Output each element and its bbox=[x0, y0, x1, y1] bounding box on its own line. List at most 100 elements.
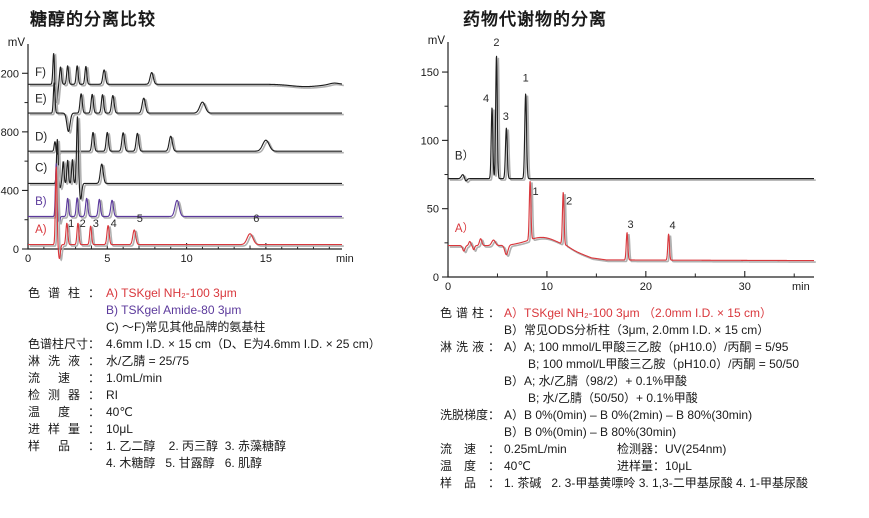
legend-row-label: 样品： bbox=[440, 476, 500, 490]
peak-label-3: 3 bbox=[503, 111, 509, 123]
peak-label-5: 5 bbox=[137, 213, 143, 225]
legend-row: 流速： 0.25mL/min 检测器：UV(254nm) bbox=[440, 441, 869, 458]
y-tick-label: 50 bbox=[427, 204, 439, 216]
legend-row-value: 1.0mL/min bbox=[106, 371, 163, 385]
peak-label-4: 4 bbox=[111, 218, 117, 230]
legend-row-label: 温度： bbox=[28, 405, 100, 419]
legend-row: B; 水/乙腈（50/50）+ 0.1%甲酸 bbox=[440, 390, 869, 407]
trace-label-D: D) bbox=[35, 131, 47, 143]
legend-row-value: A）TSKgel NH₂-100 3μm （2.0mm I.D. × 15 cm… bbox=[504, 306, 772, 320]
y-tick-label: 800 bbox=[1, 127, 19, 139]
y-tick-label: 0 bbox=[433, 272, 439, 284]
legend-row-value: 0.25mL/min bbox=[504, 442, 567, 456]
x-tick-label: 10 bbox=[541, 281, 553, 293]
peak-label-3: 3 bbox=[627, 219, 633, 231]
x-tick-label: 0 bbox=[445, 281, 451, 293]
trace-line-D bbox=[27, 131, 343, 155]
legend-row: 检测器： RI bbox=[28, 387, 428, 404]
trace-line-F bbox=[27, 53, 343, 104]
legend-row-label: 色谱柱尺寸： bbox=[28, 337, 101, 351]
x-axis-unit: min bbox=[336, 253, 354, 265]
trace-line-A bbox=[27, 166, 343, 260]
legend-row: B; 100 mmol/L甲酸三乙胺（pH10.0）/丙酮 = 50/50 bbox=[440, 356, 869, 373]
y-tick-label: 400 bbox=[1, 185, 19, 197]
legend-row: B) TSKgel Amide-80 3μm bbox=[28, 302, 428, 319]
legend-row-value: 1. 乙二醇 2. 丙三醇 3. 赤藻糖醇 bbox=[106, 439, 287, 453]
x-axis-unit: min bbox=[792, 281, 810, 293]
right-legend: 色谱柱： A）TSKgel NH₂-100 3μm （2.0mm I.D. × 1… bbox=[440, 305, 869, 492]
legend-row: 洗脱梯度： A）B 0%(0min) – B 0%(2min) – B 80%(3… bbox=[440, 407, 869, 424]
legend-row-label: 样品： bbox=[28, 439, 100, 453]
legend-row-value: RI bbox=[106, 388, 118, 402]
y-tick-label: 100 bbox=[421, 135, 439, 147]
x-tick-label: 10 bbox=[180, 253, 192, 265]
trace-shadow-B bbox=[449, 57, 816, 184]
chromatogram-right: 0 50 100 150 mV 0 10 20 30 min B） A） 2 4 3 1 1 2 3 4 bbox=[421, 35, 816, 293]
legend-row: 色谱柱尺寸： 4.6mm I.D. × 15 cm（D、E为4.6mm I.D. … bbox=[28, 336, 428, 353]
legend-row: B）A; 水/乙腈（98/2）+ 0.1%甲酸 bbox=[440, 373, 869, 390]
legend-row-value: B）常见ODS分析柱（3μm, 2.0mm I.D. × 15 cm） bbox=[504, 323, 770, 337]
legend-row: 样品： 1. 乙二醇 2. 丙三醇 3. 赤藻糖醇 bbox=[28, 438, 428, 455]
trace-shadow-D bbox=[29, 132, 344, 157]
legend-row-value: B）B 0%(0min) – B 80%(30min) bbox=[504, 425, 677, 439]
trace-shadow-F bbox=[29, 53, 344, 105]
legend-row-label: 温度： bbox=[440, 459, 500, 473]
trace-line-A bbox=[447, 181, 815, 262]
legend-row-value: 40℃ bbox=[106, 405, 133, 419]
legend-row-value: 40℃ bbox=[504, 459, 531, 473]
legend-row: 流速： 1.0mL/min bbox=[28, 370, 428, 387]
left-legend: 色谱柱： A) TSKgel NH₂-100 3μm B) TSKgel Amide… bbox=[28, 285, 428, 472]
trace-shadow-B bbox=[29, 165, 344, 225]
peak-label-4: 4 bbox=[669, 220, 675, 232]
legend-row-label: 流速： bbox=[28, 371, 100, 385]
trace-shadow-C bbox=[29, 118, 344, 202]
legend-row-value: 4. 木糖醇 5. 甘露醇 6. 肌醇 bbox=[106, 456, 263, 470]
peak-label-1: 1 bbox=[523, 73, 529, 85]
trace-label-E: E) bbox=[35, 94, 47, 106]
legend-row-label: 淋洗液： bbox=[28, 354, 100, 368]
y-tick-label: 0 bbox=[13, 244, 19, 256]
legend-row-value: A) TSKgel NH₂-100 3μm bbox=[106, 286, 237, 300]
x-tick-label: 0 bbox=[25, 253, 31, 265]
legend-row-label: 洗脱梯度： bbox=[440, 408, 501, 422]
legend-row: 温度： 40℃ 进样量：10μL bbox=[440, 458, 869, 475]
left-chart-title: 糖醇的分离比较 bbox=[30, 10, 156, 29]
legend-row: 样品： 1. 茶碱 2. 3-甲基黄嘌呤 3. 1,3-二甲基尿酸 4. 1-甲基… bbox=[440, 475, 869, 492]
y-tick-label: 150 bbox=[421, 67, 439, 79]
trace-label-C: C) bbox=[35, 163, 47, 175]
legend-row-value: 进样量：10μL bbox=[617, 459, 692, 473]
legend-row-value: C) ～F)常见其他品牌的氨基柱 bbox=[106, 320, 266, 334]
legend-row-value: A）A; 100 mmol/L甲酸三乙胺（pH10.0）/丙酮 = 5/95 bbox=[504, 340, 789, 354]
peak-label-1: 1 bbox=[532, 186, 538, 198]
legend-row-label: 进样量： bbox=[28, 422, 100, 436]
legend-row-label: 色谱柱： bbox=[28, 286, 100, 300]
x-tick-label: 30 bbox=[739, 281, 751, 293]
peak-label-2: 2 bbox=[566, 196, 572, 208]
trace-label-A: A) bbox=[35, 224, 47, 236]
legend-row-value: 1. 茶碱 2. 3-甲基黄嘌呤 3. 1,3-二甲基尿酸 4. 1-甲基尿酸 bbox=[504, 476, 809, 490]
legend-row: 温度： 40℃ bbox=[28, 404, 428, 421]
peak-label-2: 2 bbox=[80, 218, 86, 230]
x-tick-label: 20 bbox=[640, 281, 652, 293]
legend-row: 色谱柱： A）TSKgel NH₂-100 3μm （2.0mm I.D. × 1… bbox=[440, 305, 869, 322]
legend-row: 进样量： 10μL bbox=[28, 421, 428, 438]
y-tick-label: 1200 bbox=[0, 68, 19, 80]
legend-row-value: 检测器：UV(254nm) bbox=[617, 442, 727, 456]
legend-row-value: B; 100 mmol/L甲酸三乙胺（pH10.0）/丙酮 = 50/50 bbox=[528, 357, 800, 371]
y-axis-unit: mV bbox=[428, 35, 446, 47]
legend-row: B）B 0%(0min) – B 80%(30min) bbox=[440, 424, 869, 441]
legend-row: C) ～F)常见其他品牌的氨基柱 bbox=[28, 319, 428, 336]
legend-row: 淋洗液： A）A; 100 mmol/L甲酸三乙胺（pH10.0）/丙酮 = 5/… bbox=[440, 339, 869, 356]
trace-label-F: F) bbox=[35, 67, 46, 79]
legend-row: 淋洗液： 水/乙腈 = 25/75 bbox=[28, 353, 428, 370]
trace-line-B bbox=[447, 55, 815, 182]
peak-label-2: 2 bbox=[493, 37, 499, 49]
legend-row: 色谱柱： A) TSKgel NH₂-100 3μm bbox=[28, 285, 428, 302]
trace-line-C bbox=[27, 116, 343, 200]
legend-row-label: 淋洗液： bbox=[440, 340, 500, 354]
y-axis-unit: mV bbox=[8, 37, 26, 49]
trace-label-A: A） bbox=[455, 222, 474, 235]
legend-row-value: B; 水/乙腈（50/50）+ 0.1%甲酸 bbox=[528, 391, 698, 405]
